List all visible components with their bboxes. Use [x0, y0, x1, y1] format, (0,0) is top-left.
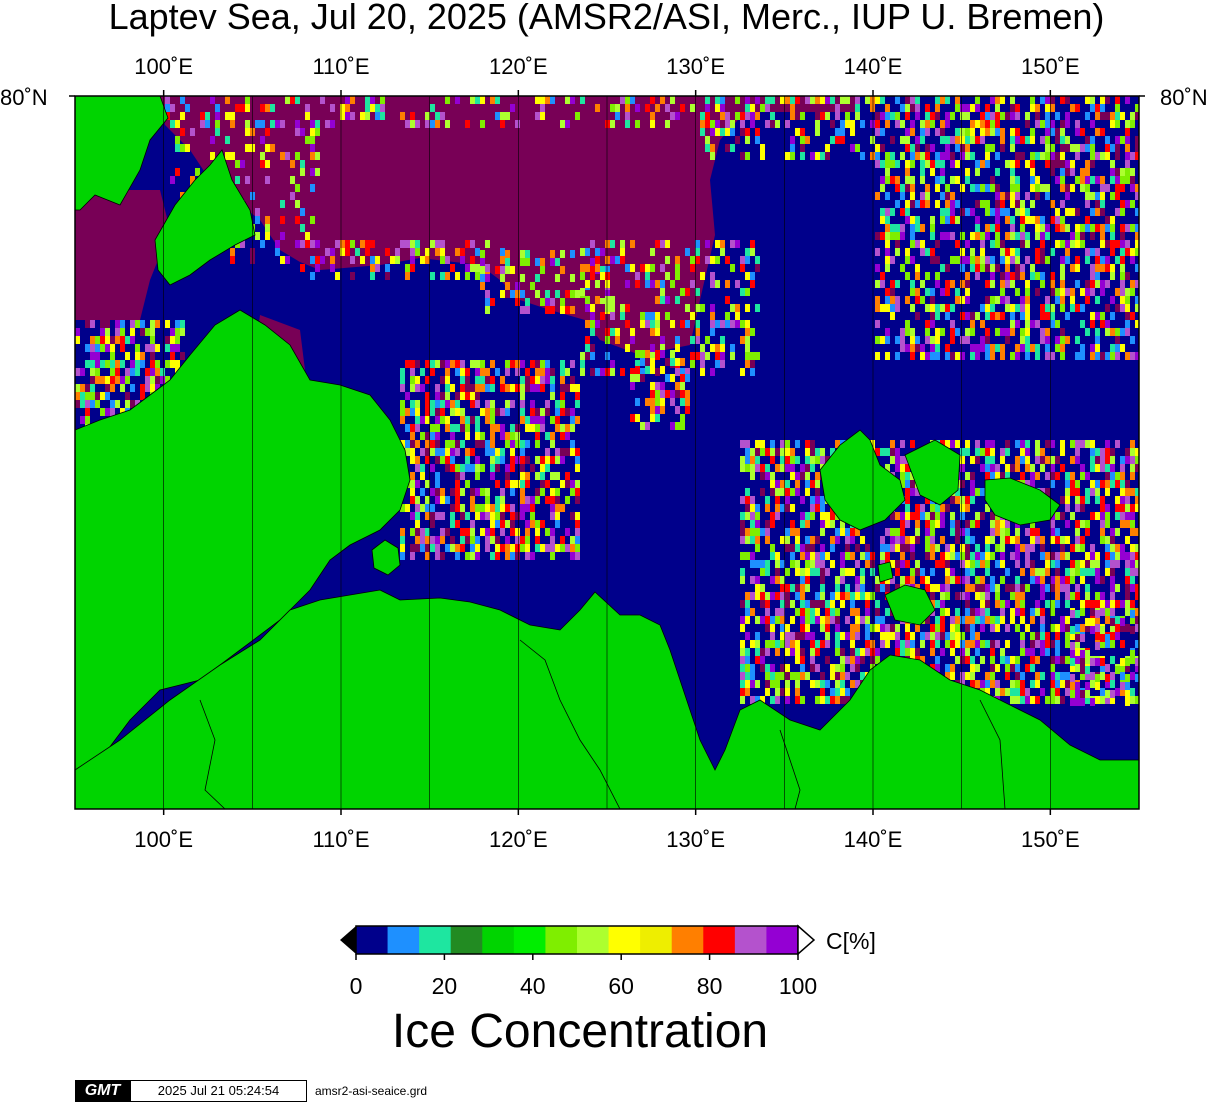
lon-tick-label-top: 140˚E [843, 54, 903, 79]
colorbar-swatch [766, 926, 799, 954]
lat-label-left: 80˚N [0, 85, 48, 110]
map-title: Laptev Sea, Jul 20, 2025 (AMSR2/ASI, Mer… [108, 0, 1105, 37]
colorbar-swatch [734, 926, 767, 954]
colorbar-tick-label: 20 [431, 973, 458, 999]
colorbar-swatch [450, 926, 483, 954]
faddeyevsky-island [904, 439, 961, 506]
colorbar-under-triangle [340, 926, 356, 954]
colorbar-swatch [577, 926, 610, 954]
colorbar-unit: C[%] [826, 928, 876, 954]
colorbar-swatch [513, 926, 546, 954]
colorbar-tick-label: 100 [778, 973, 818, 999]
lon-tick-label-bottom: 120˚E [488, 827, 548, 852]
colorbar-tick-label: 40 [520, 973, 546, 999]
lon-tick-label-bottom: 150˚E [1020, 827, 1080, 852]
colorbar-swatch [640, 926, 673, 954]
colorbar-swatch [387, 926, 420, 954]
colorbar-swatch [482, 926, 515, 954]
colorbar-swatch [545, 926, 578, 954]
ice-field-west-coast [75, 190, 170, 320]
taimyr-peninsula [75, 309, 411, 781]
colorbar-tick-label: 60 [608, 973, 634, 999]
colorbar-swatch [671, 926, 704, 954]
frame-ticks [69, 90, 1145, 815]
meridian-lines [163, 96, 1051, 809]
lon-tick-label-bottom: 110˚E [312, 827, 370, 852]
colorbar-swatch [608, 926, 641, 954]
lon-tick-label-top: 120˚E [488, 54, 548, 79]
colorbar-swatch [703, 926, 736, 954]
lon-tick-label-top: 110˚E [312, 54, 370, 79]
kotelny-island [819, 429, 906, 531]
colorbar-tick-label: 80 [696, 973, 723, 999]
lon-tick-label-bottom: 130˚E [666, 827, 726, 852]
gmt-logo: GMT [75, 1080, 130, 1102]
lon-tick-label-top: 150˚E [1020, 54, 1080, 79]
lena-delta-island [371, 539, 401, 576]
lat-label-right: 80˚N [1160, 85, 1208, 110]
colorbar [340, 924, 816, 960]
lon-tick-label-top: 100˚E [134, 54, 194, 79]
lon-tick-label-top: 130˚E [666, 54, 726, 79]
lon-tick-label-bottom: 140˚E [843, 827, 903, 852]
colorbar-tick-label: 0 [349, 973, 363, 999]
footer-filename: amsr2-asi-seaice.grd [315, 1084, 428, 1098]
admin-borders [199, 639, 1006, 809]
new-siberia-island [984, 477, 1061, 526]
footer-timestamp: 2025 Jul 21 05:24:54 [130, 1080, 307, 1102]
colorbar-swatch [419, 926, 452, 954]
colorbar-over-triangle [797, 924, 816, 956]
severnaya-zemlya-west [75, 96, 169, 211]
small-island [877, 561, 894, 583]
lon-tick-label-bottom: 100˚E [134, 827, 194, 852]
map-area [75, 96, 1139, 809]
colorbar-title: Ice Concentration [391, 1005, 769, 1058]
colorbar-swatch [356, 926, 389, 954]
stolbovoy-island [884, 584, 936, 626]
map-frame [74, 95, 1140, 810]
